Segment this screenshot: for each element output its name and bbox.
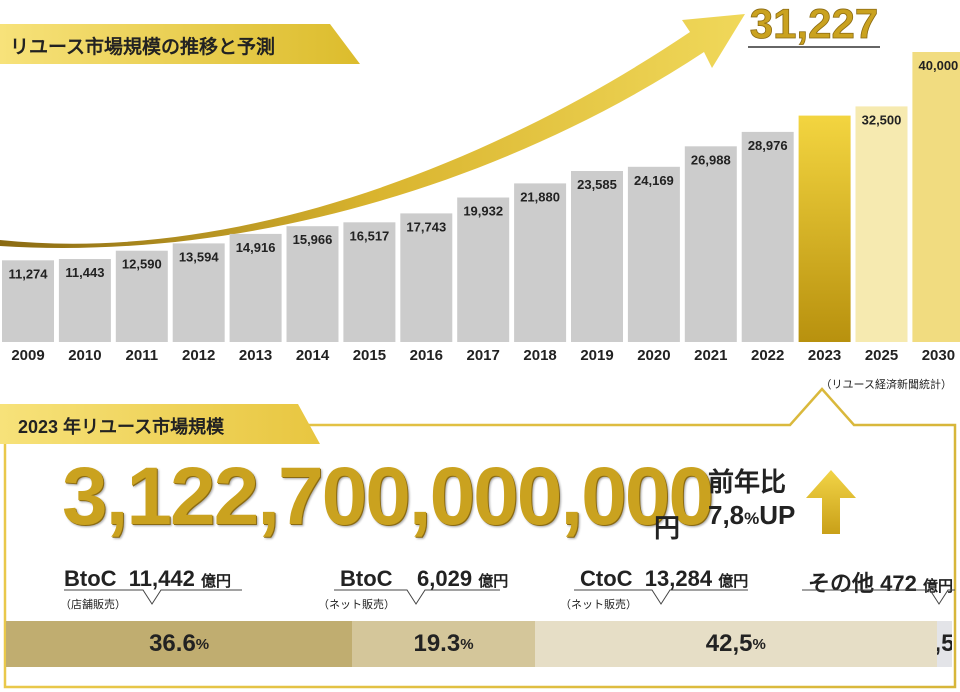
x-tick-label: 2011	[126, 347, 159, 364]
bar-2023	[798, 115, 851, 342]
title-banner-shape	[0, 24, 360, 64]
share-segment-0: 36.6%	[6, 621, 353, 667]
yoy-percent-sign: %	[744, 509, 760, 528]
segment-underlines	[64, 589, 955, 605]
x-tick-label: 2025	[865, 347, 898, 364]
x-tick-label: 2023	[808, 347, 841, 364]
total-amount-unit: 円	[654, 513, 681, 543]
segment-label-btoc-store: BtoC 11,442 億円	[64, 566, 231, 592]
yoy-number: 7,8	[708, 500, 745, 530]
bar-value-label: 12,590	[122, 257, 162, 272]
share-percent-sign: %	[752, 635, 766, 653]
summary-title: 2023 年リユース市場規模	[18, 417, 225, 437]
bar-2030	[912, 52, 960, 342]
summary-banner-shape	[0, 404, 320, 444]
bar-2016	[400, 213, 453, 342]
segment-name: BtoC	[340, 566, 393, 591]
bar-value-label: 15,966	[293, 232, 333, 247]
bar-value-label-highlight: 31,227	[750, 0, 878, 47]
up-arrow-icon	[806, 470, 856, 534]
x-tick-label: 2013	[239, 347, 272, 364]
x-tick-label: 2018	[523, 347, 556, 364]
segment-name: BtoC	[64, 566, 117, 591]
bar-2025	[855, 106, 908, 343]
bar-value-label: 26,988	[691, 152, 731, 167]
bar-2012	[172, 243, 225, 342]
bar-2011	[115, 250, 168, 342]
x-tick-label: 2017	[467, 347, 500, 364]
share-bar: 36.6%19.3%42,5%1,5%	[6, 621, 952, 667]
bar-value-label: 28,976	[748, 138, 788, 153]
bar-2010	[58, 259, 111, 342]
segment-unit: 億円	[200, 573, 231, 590]
growth-arrow-icon	[0, 14, 745, 248]
x-tick-label: 2021	[694, 347, 727, 364]
total-amount: 3,122,700,000,000	[62, 451, 714, 542]
segment-sub-btoc-net: （ネット販売）	[318, 599, 395, 611]
share-segment-2: 42,5%	[534, 621, 937, 667]
bar-value-label: 14,916	[236, 240, 276, 255]
segment-sub-btoc-store: （店舗販売）	[60, 599, 126, 611]
x-tick-label: 2019	[580, 347, 613, 364]
market-size-bar-chart: 11,274 11,443 12,590 13,594 14,916 15,966 16,5…	[0, 0, 960, 364]
bar-2013	[229, 233, 282, 342]
segment-value: 6,029	[417, 566, 473, 591]
bar-value-label: 17,743	[406, 219, 446, 234]
bar-2017	[457, 197, 510, 342]
x-tick-label: 2010	[68, 347, 101, 364]
segment-value: 472	[880, 571, 917, 596]
share-percent-sign: %	[460, 635, 474, 653]
share-percent: 42,5	[705, 630, 753, 657]
share-percent: 36.6	[149, 630, 196, 657]
segment-unit: 億円	[718, 573, 749, 590]
bar-2019	[571, 171, 623, 342]
chart-title: リユース市場規模の推移と予測	[10, 37, 276, 58]
bar-value-label: 13,594	[179, 249, 220, 264]
segment-label-btoc-net: BtoC 6,029 億円	[340, 566, 508, 592]
segment-value: 13,284	[644, 566, 713, 591]
x-tick-label: 2014	[296, 347, 330, 364]
bar-value-label: 11,274	[8, 266, 48, 281]
yoy-label: 前年比	[708, 467, 787, 497]
source-note: （リユース経済新聞統計）	[820, 379, 952, 391]
x-tick-label: 2012	[182, 347, 215, 364]
bar-value-label: 19,932	[463, 204, 503, 219]
summary-callout-frame	[3, 387, 957, 689]
segment-name: CtoC	[580, 566, 633, 591]
bar-2022	[741, 131, 794, 342]
x-tick-label: 2020	[637, 347, 670, 364]
x-tick-label: 2022	[751, 347, 784, 364]
bar-2015	[343, 222, 396, 342]
share-segment-3: 1,5%	[936, 621, 952, 667]
yoy-value: 7,8%UP	[708, 500, 795, 531]
bar-2014	[286, 226, 339, 342]
bar-value-label: 32,500	[862, 112, 902, 127]
yoy-up-text: UP	[759, 500, 796, 530]
bar-value-label: 16,517	[350, 228, 390, 243]
bar-2020	[627, 166, 680, 342]
share-percent: 1,5	[937, 630, 952, 657]
segment-sub-ctoc-net: （ネット販売）	[560, 599, 637, 611]
share-percent: 19.3	[413, 630, 461, 657]
share-percent-sign: %	[195, 635, 210, 653]
x-tick-label: 2016	[410, 347, 443, 364]
bar-value-label: 21,880	[520, 189, 560, 204]
bar-value-label: 23,585	[577, 177, 617, 192]
bar-value-label: 40,000	[919, 58, 959, 73]
bar-2018	[514, 183, 567, 342]
x-tick-label: 2009	[11, 347, 44, 364]
bar-value-label: 11,443	[65, 265, 104, 280]
bar-value-label: 24,169	[634, 173, 674, 188]
x-tick-label: 2030	[922, 347, 955, 364]
segment-label-ctoc-net: CtoC 13,284 億円	[580, 566, 748, 592]
bar-2009	[2, 260, 54, 342]
segment-name: その他	[808, 571, 875, 596]
bar-2021	[684, 146, 737, 342]
share-segment-1: 19.3%	[352, 621, 535, 667]
x-tick-label: 2015	[353, 347, 386, 364]
segment-value: 11,442	[128, 566, 195, 591]
segment-unit: 億円	[478, 573, 509, 590]
